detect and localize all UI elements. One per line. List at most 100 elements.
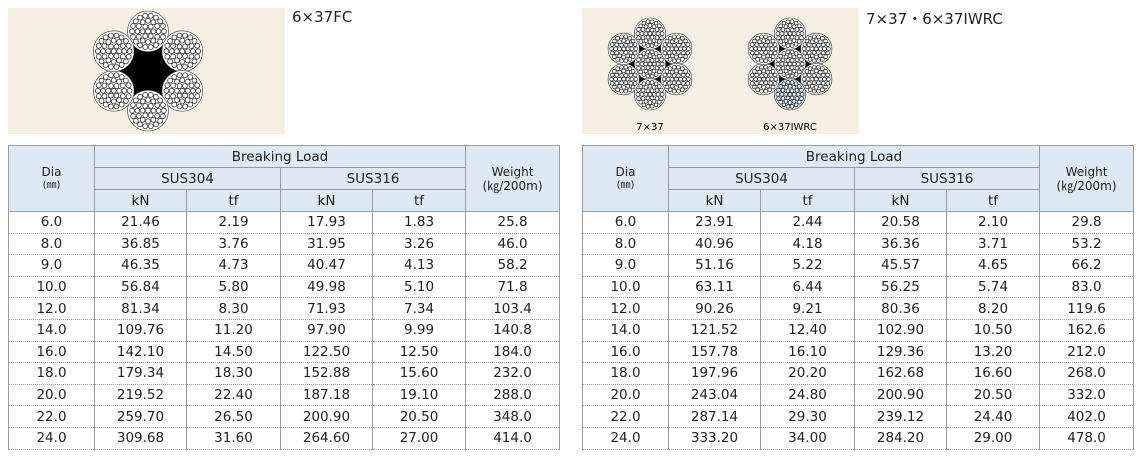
cell: 219.52 <box>94 383 187 407</box>
cell: 162.6 <box>1039 318 1135 342</box>
wire <box>142 33 149 39</box>
wire <box>95 42 102 49</box>
wire <box>647 69 653 75</box>
wire <box>98 77 105 84</box>
wire <box>167 58 173 65</box>
cell: 129.36 <box>854 340 947 364</box>
wire <box>120 43 126 49</box>
wire <box>657 53 662 59</box>
cell: 25.8 <box>465 211 561 234</box>
row: 10.0 56.84 5.80 49.98 5.10 71.8 <box>8 275 561 299</box>
wire <box>108 43 114 50</box>
wire <box>780 65 786 71</box>
wire <box>676 34 681 40</box>
wire <box>125 82 132 89</box>
wire <box>174 57 180 64</box>
wire <box>755 66 760 71</box>
wire <box>191 77 198 84</box>
wire <box>142 112 149 119</box>
wire <box>791 54 797 60</box>
row: 22.0 259.70 26.50 200.90 20.50 348.0 <box>8 405 561 428</box>
cell: 4.73 <box>186 254 281 277</box>
wire <box>651 38 657 43</box>
wire <box>105 39 112 45</box>
cell: 22.0 <box>8 405 95 428</box>
wire <box>136 102 142 109</box>
wire <box>776 96 781 101</box>
wire <box>150 98 157 105</box>
wire <box>821 72 826 78</box>
wire <box>785 58 791 63</box>
wire <box>118 101 125 108</box>
wire <box>785 95 791 101</box>
panel: 6×37FC Dia (㎜) Breaking Load Weight (㎏/200m) S… <box>8 0 561 456</box>
header-row: kN tf kN tf <box>583 189 1134 212</box>
cell: 264.60 <box>280 426 373 450</box>
wire <box>147 92 154 98</box>
wire <box>113 43 120 50</box>
wire <box>799 92 805 97</box>
wire <box>645 43 651 48</box>
wire <box>825 50 830 56</box>
wire <box>147 33 154 39</box>
wire <box>170 53 176 60</box>
wire <box>101 93 108 99</box>
header-cell: kN <box>94 189 187 212</box>
wire <box>164 42 171 49</box>
wire <box>789 104 795 109</box>
wire <box>823 38 828 44</box>
wire <box>142 123 149 130</box>
wire <box>645 88 651 93</box>
wire <box>654 65 660 71</box>
wire <box>612 69 617 74</box>
wire <box>145 17 151 24</box>
wire <box>807 66 813 71</box>
wire <box>145 118 151 125</box>
wire <box>783 31 789 36</box>
wire <box>780 96 786 101</box>
wire <box>807 50 812 56</box>
header-text: Dia <box>615 164 636 179</box>
cell: 197.96 <box>668 362 761 385</box>
wire <box>657 99 662 105</box>
wire <box>787 100 793 105</box>
wire <box>763 58 769 64</box>
wire <box>136 33 142 40</box>
wire <box>623 42 629 48</box>
wire <box>795 61 801 67</box>
wire <box>678 39 683 45</box>
wire <box>814 38 819 43</box>
table-header: Dia (㎜) Breaking Load Weight (㎏/200m) SUS304 S… <box>8 145 561 212</box>
wire <box>820 57 825 62</box>
wire <box>630 54 636 59</box>
wire <box>799 27 804 32</box>
wire <box>794 65 800 71</box>
wire <box>98 38 105 44</box>
wire <box>683 84 688 90</box>
wire <box>778 99 783 105</box>
wire <box>195 88 202 94</box>
cell: 8.0 <box>582 232 669 256</box>
wire <box>752 38 757 44</box>
cell: 49.98 <box>280 275 373 299</box>
wire <box>176 72 183 78</box>
wire <box>101 53 108 60</box>
cell: 212.0 <box>1039 340 1135 364</box>
wire <box>154 102 160 109</box>
wire <box>659 65 664 71</box>
wire <box>797 69 802 75</box>
wire <box>775 31 781 36</box>
wire <box>818 39 823 45</box>
cell: 31.95 <box>280 232 373 256</box>
wire <box>818 76 823 82</box>
header-row: Dia (㎜) Breaking Load Weight (㎏/200m) <box>582 145 1135 212</box>
wire <box>627 36 633 41</box>
wire <box>617 76 622 82</box>
wire <box>137 121 143 128</box>
wire <box>643 54 649 60</box>
wire <box>805 76 811 82</box>
wire <box>809 39 815 45</box>
cell: 34.00 <box>760 426 855 450</box>
wire <box>780 57 786 63</box>
wire <box>653 102 659 108</box>
